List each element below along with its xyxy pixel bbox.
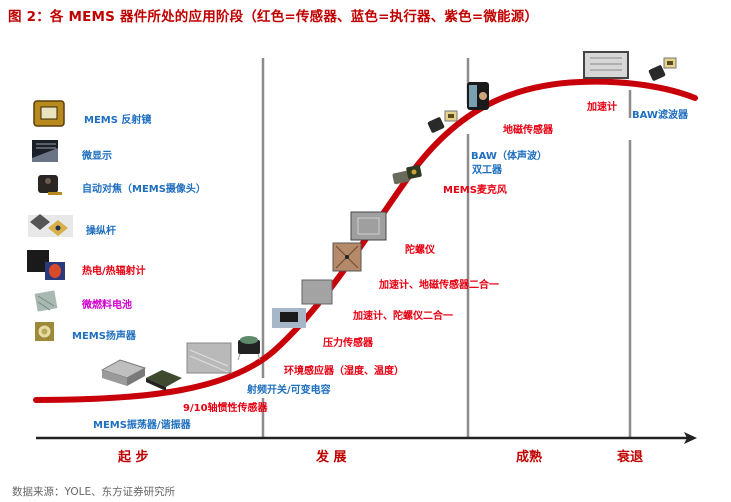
accel-gyro-die-image bbox=[301, 279, 333, 305]
phase-develop: 发 展 bbox=[316, 450, 347, 465]
label-autofocus: 自动对焦（MEMS摄像头） bbox=[82, 184, 206, 195]
oscillator-chip-image bbox=[100, 359, 182, 391]
mirror-chip-icon bbox=[33, 100, 65, 127]
phase-mature: 成熟 bbox=[516, 450, 543, 465]
lifecycle-curve bbox=[33, 78, 698, 403]
label-fuel-cell: 微燃料电池 bbox=[82, 300, 132, 311]
label-accel-mag: 加速计、地磁传感器二合一 bbox=[379, 280, 499, 291]
micro-display-icon bbox=[32, 140, 58, 162]
figure-title: 图 2：各 MEMS 器件所处的应用阶段（红色=传感器、蓝色=执行器、紫色=微能… bbox=[8, 9, 539, 25]
label-mems-mirror: MEMS 反射镜 bbox=[84, 115, 152, 126]
accelerometer-die-image bbox=[583, 51, 629, 79]
smartphone-compass-image bbox=[467, 82, 489, 110]
label-pressure: 压力传感器 bbox=[323, 338, 373, 349]
joystick-chip-icon bbox=[28, 214, 73, 237]
accel-mag-die-image bbox=[332, 242, 362, 272]
gyroscope-die-image bbox=[350, 211, 387, 241]
data-source-note: 数据来源：YOLE、东方证券研究所 bbox=[12, 486, 176, 498]
pressure-sensor-image bbox=[272, 308, 306, 328]
label-joystick: 操纵杆 bbox=[86, 226, 116, 237]
microphone-chip-image bbox=[392, 165, 422, 185]
label-mems-speaker: MEMS扬声器 bbox=[72, 331, 136, 342]
label-environment: 环境感应器（湿度、温度） bbox=[284, 366, 404, 377]
fuel-cell-icon bbox=[34, 290, 58, 312]
axis-arrow-icon bbox=[684, 432, 697, 444]
label-accel-gyro: 加速计、陀螺仪二合一 bbox=[353, 311, 453, 322]
label-rf-switch: 射频开关/可变电容 bbox=[247, 385, 331, 396]
label-baw: BAW（体声波） bbox=[471, 151, 547, 162]
label-mems-microphone: MEMS麦克风 bbox=[443, 185, 507, 196]
label-gyroscope: 陀螺仪 bbox=[405, 245, 435, 256]
baw-filter-chip-image bbox=[648, 57, 677, 81]
phase-start: 起 步 bbox=[118, 450, 149, 465]
label-baw-filter: BAW滤波器 bbox=[632, 110, 688, 121]
label-duplexer: 双工器 bbox=[472, 165, 502, 176]
thermal-sensor-icon bbox=[27, 250, 65, 280]
speaker-chip-icon bbox=[35, 322, 54, 341]
label-inertial-9-10: 9/10轴惯性传感器 bbox=[183, 403, 268, 414]
rf-switch-chip-image bbox=[237, 336, 261, 361]
label-oscillator: MEMS振荡器/谐振器 bbox=[93, 420, 191, 431]
camera-module-icon bbox=[38, 175, 62, 195]
label-micro-display: 微显示 bbox=[82, 151, 112, 162]
baw-duplexer-chip-image bbox=[427, 110, 458, 133]
label-accelerometer: 加速计 bbox=[587, 102, 617, 113]
label-geomagnetic: 地磁传感器 bbox=[503, 125, 553, 136]
phase-decline: 衰退 bbox=[617, 450, 644, 465]
label-thermal: 热电/热辐射计 bbox=[82, 266, 146, 277]
